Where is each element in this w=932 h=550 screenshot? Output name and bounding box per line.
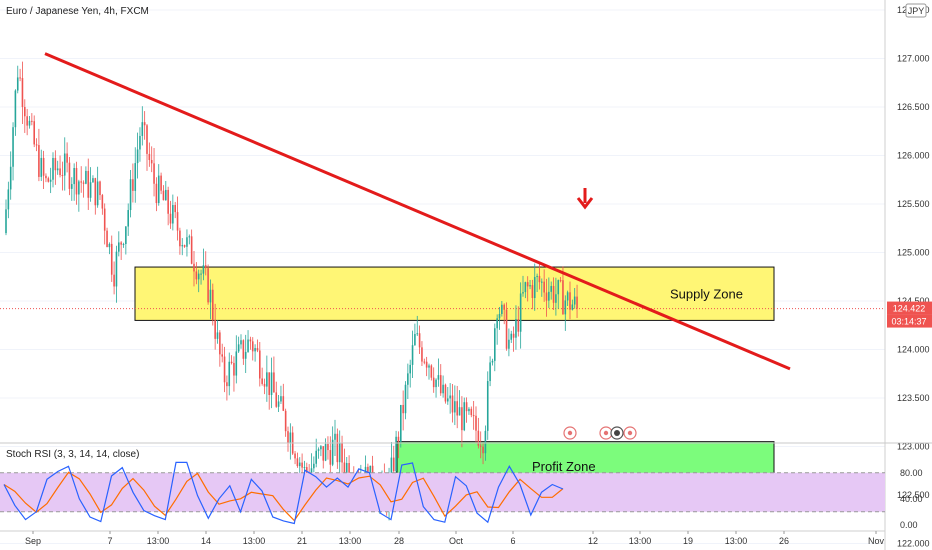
candles <box>5 61 578 521</box>
time-tick-label: 21 <box>297 536 307 546</box>
last-price-badge: 124.422 03:14:37 <box>887 301 932 328</box>
economic-event-icon[interactable] <box>563 426 577 440</box>
trendline[interactable] <box>44 52 791 371</box>
profit-zone-label: Profit Zone <box>532 459 596 474</box>
currency-badge[interactable]: JPY <box>905 3 927 18</box>
price-tick-label: 124.000 <box>897 345 930 355</box>
rsi-tick-label: 0.00 <box>900 520 918 530</box>
time-tick-label: 14 <box>201 536 211 546</box>
supply-zone[interactable]: Supply Zone <box>134 266 775 321</box>
price-tick-label: 126.500 <box>897 102 930 112</box>
time-tick-label: 26 <box>779 536 789 546</box>
time-tick-label: 6 <box>510 536 515 546</box>
price-tick-label: 125.000 <box>897 248 930 258</box>
event-markers[interactable] <box>563 426 637 440</box>
economic-event-icon[interactable] <box>623 426 637 440</box>
time-tick-label: 19 <box>683 536 693 546</box>
rsi-tick-label: 40.00 <box>900 494 923 504</box>
stoch-rsi-pane: Stoch RSI (3, 3, 14, 14, close) 80.00 40.… <box>0 449 923 530</box>
time-tick-label: 7 <box>107 536 112 546</box>
price-tick-label: 122.000 <box>897 539 930 549</box>
price-tick-label: 123.500 <box>897 393 930 403</box>
time-tick-label: 13:00 <box>147 536 170 546</box>
time-tick-label: 12 <box>588 536 598 546</box>
economic-event-icon[interactable] <box>599 426 613 440</box>
price-tick-label: 122.500 <box>897 490 930 500</box>
supply-zone-rect[interactable] <box>134 266 775 321</box>
currency-label: JPY <box>908 6 925 16</box>
price-axis[interactable]: 127.500127.000126.500126.000125.500125.0… <box>884 0 932 550</box>
time-tick-label: Nov <box>868 536 885 546</box>
supply-zone-label: Supply Zone <box>670 287 743 302</box>
time-tick-label: 13:00 <box>629 536 652 546</box>
price-tick-label: 123.000 <box>897 442 930 452</box>
time-axis[interactable]: Sep 7 13:00 14 13:00 21 13:00 28 Oct 6 12 13:00 19 13… <box>0 530 885 546</box>
last-price-label: 124.422 <box>893 304 926 314</box>
price-tick-label: 127.000 <box>897 54 930 64</box>
price-tick-label: 125.500 <box>897 199 930 209</box>
time-tick-label: 13:00 <box>243 536 266 546</box>
time-tick-label: Oct <box>449 536 464 546</box>
price-tick-label: 124.500 <box>897 296 930 306</box>
chart-title: Euro / Japanese Yen, 4h, FXCM <box>6 6 149 17</box>
time-tick-label: 28 <box>394 536 404 546</box>
stoch-rsi-title: Stoch RSI (3, 3, 14, 14, close) <box>6 449 139 460</box>
rsi-k-line <box>3 461 564 525</box>
time-tick-label: 13:00 <box>725 536 748 546</box>
price-tick-label: 126.000 <box>897 151 930 161</box>
rsi-band <box>0 472 885 512</box>
rsi-tick-label: 80.00 <box>900 468 923 478</box>
time-tick-label: Sep <box>25 536 41 546</box>
countdown-label: 03:14:37 <box>891 317 926 327</box>
economic-event-icon[interactable] <box>610 426 624 440</box>
down-arrow-icon <box>576 188 594 210</box>
time-tick-label: 13:00 <box>339 536 362 546</box>
